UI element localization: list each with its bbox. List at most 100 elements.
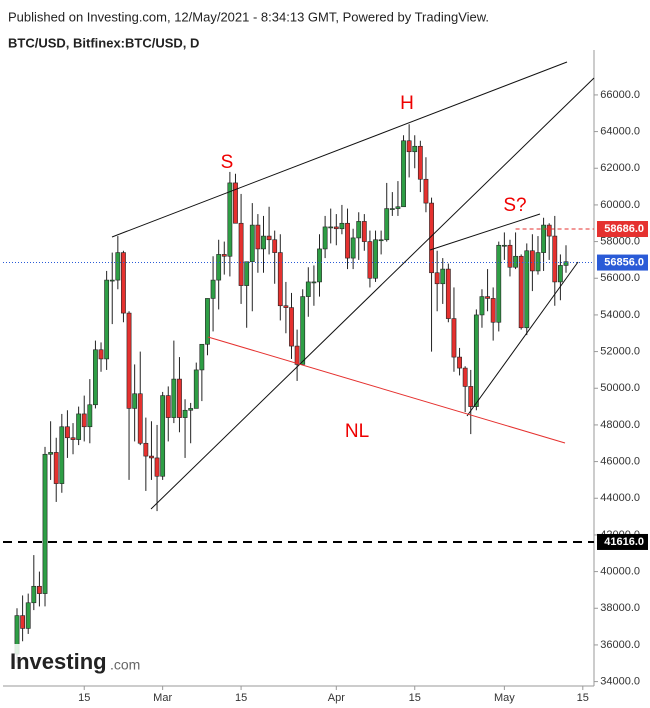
candle-body	[210, 279, 216, 299]
x-tick-label: 15	[235, 692, 247, 704]
candle-body	[305, 281, 311, 297]
candle-body	[440, 268, 446, 285]
candle-body	[121, 252, 126, 314]
candle-body	[261, 235, 266, 250]
price-level-box	[597, 221, 648, 238]
y-tick-label: 64000.0	[600, 125, 640, 137]
candle-body	[126, 312, 132, 409]
candle-body	[255, 224, 261, 250]
annotation: NL	[345, 421, 369, 442]
y-tick-label: 56000.0	[600, 272, 640, 284]
candle-body	[294, 345, 300, 365]
candle-body	[283, 305, 289, 308]
candle-body	[417, 145, 423, 180]
candle-body	[389, 208, 395, 210]
x-tick-label: 15	[577, 692, 589, 704]
y-tick-label: 44000.0	[600, 492, 640, 504]
candle-body	[507, 244, 513, 268]
candle-body	[395, 206, 401, 209]
candle-body	[563, 261, 569, 266]
candle-body	[199, 343, 205, 371]
candle-body	[300, 296, 306, 365]
candle-body	[59, 426, 65, 484]
candle-body	[311, 281, 317, 284]
candle-body	[165, 395, 171, 418]
annotation: S?	[503, 195, 526, 216]
price-level-label: 41616.0	[604, 536, 644, 548]
price-level-label: 56856.0	[604, 256, 644, 268]
candle-body	[216, 254, 222, 281]
neckline	[207, 336, 566, 444]
candle-body	[238, 222, 244, 286]
candle-body	[473, 314, 479, 407]
candle-body	[289, 307, 294, 347]
upper-trend-line	[111, 61, 568, 238]
candle-body	[412, 145, 418, 153]
y-tick-label: 54000.0	[600, 309, 640, 321]
candle-body	[160, 395, 166, 477]
candle-body	[557, 265, 563, 283]
candle-body	[70, 437, 76, 440]
candle-body	[496, 244, 502, 323]
y-tick-label: 38000.0	[600, 602, 640, 614]
candle-body	[378, 239, 384, 242]
candle-body	[149, 455, 154, 459]
candle-body	[53, 452, 59, 484]
y-tick-label: 52000.0	[600, 345, 640, 357]
candle-body	[277, 252, 283, 307]
candle-body	[451, 318, 457, 358]
logo: Investing	[10, 649, 107, 674]
published-note: Published on Investing.com, 12/May/2021 …	[8, 9, 489, 24]
candle-body	[137, 393, 143, 444]
candle-body	[81, 413, 87, 428]
candle-body	[188, 408, 194, 411]
candle-body	[361, 221, 367, 242]
y-tick-label: 50000.0	[600, 382, 640, 394]
candle-body	[143, 442, 149, 457]
rising-trend-line	[150, 77, 595, 510]
candle-body	[76, 413, 82, 440]
wedge-top-line	[429, 213, 541, 251]
y-tick-label: 36000.0	[600, 639, 640, 651]
candle-body	[132, 393, 138, 409]
candle-body	[546, 224, 552, 237]
logo-suffix: .com	[110, 657, 140, 673]
candle-body	[457, 356, 462, 369]
candle-body	[541, 224, 546, 253]
candle-body	[401, 140, 406, 208]
candle-body	[328, 226, 334, 229]
candle-body	[333, 226, 339, 230]
candle-body	[65, 426, 70, 439]
candle-body	[356, 221, 362, 239]
candle-body	[227, 182, 233, 257]
candle-body	[272, 239, 278, 253]
candle-body	[423, 178, 429, 204]
candle-body	[177, 378, 182, 418]
candle-body	[406, 140, 412, 153]
candle-body	[462, 367, 468, 387]
candle-body	[25, 602, 31, 629]
annotation: S	[221, 152, 234, 173]
price-level-label: 58686.0	[604, 223, 644, 235]
candle-body	[266, 235, 272, 241]
candle-body	[322, 226, 328, 250]
x-tick-label: 15	[409, 692, 421, 704]
annotation: H	[400, 93, 414, 114]
candle-body	[373, 239, 378, 279]
candle-body	[221, 254, 227, 257]
y-tick-label: 40000.0	[600, 566, 640, 578]
candle-body	[205, 298, 210, 345]
y-tick-label: 60000.0	[600, 199, 640, 211]
candle-body	[518, 255, 524, 329]
candle-body	[434, 272, 440, 285]
y-tick-label: 34000.0	[600, 676, 640, 688]
candle-body	[249, 224, 255, 263]
y-tick-label: 58000.0	[600, 235, 640, 247]
candle-body	[384, 208, 390, 241]
candle-body	[87, 404, 93, 428]
candle-body	[552, 235, 558, 283]
candle-body	[48, 452, 54, 455]
candle-body	[115, 252, 121, 281]
candle-body	[154, 457, 160, 477]
